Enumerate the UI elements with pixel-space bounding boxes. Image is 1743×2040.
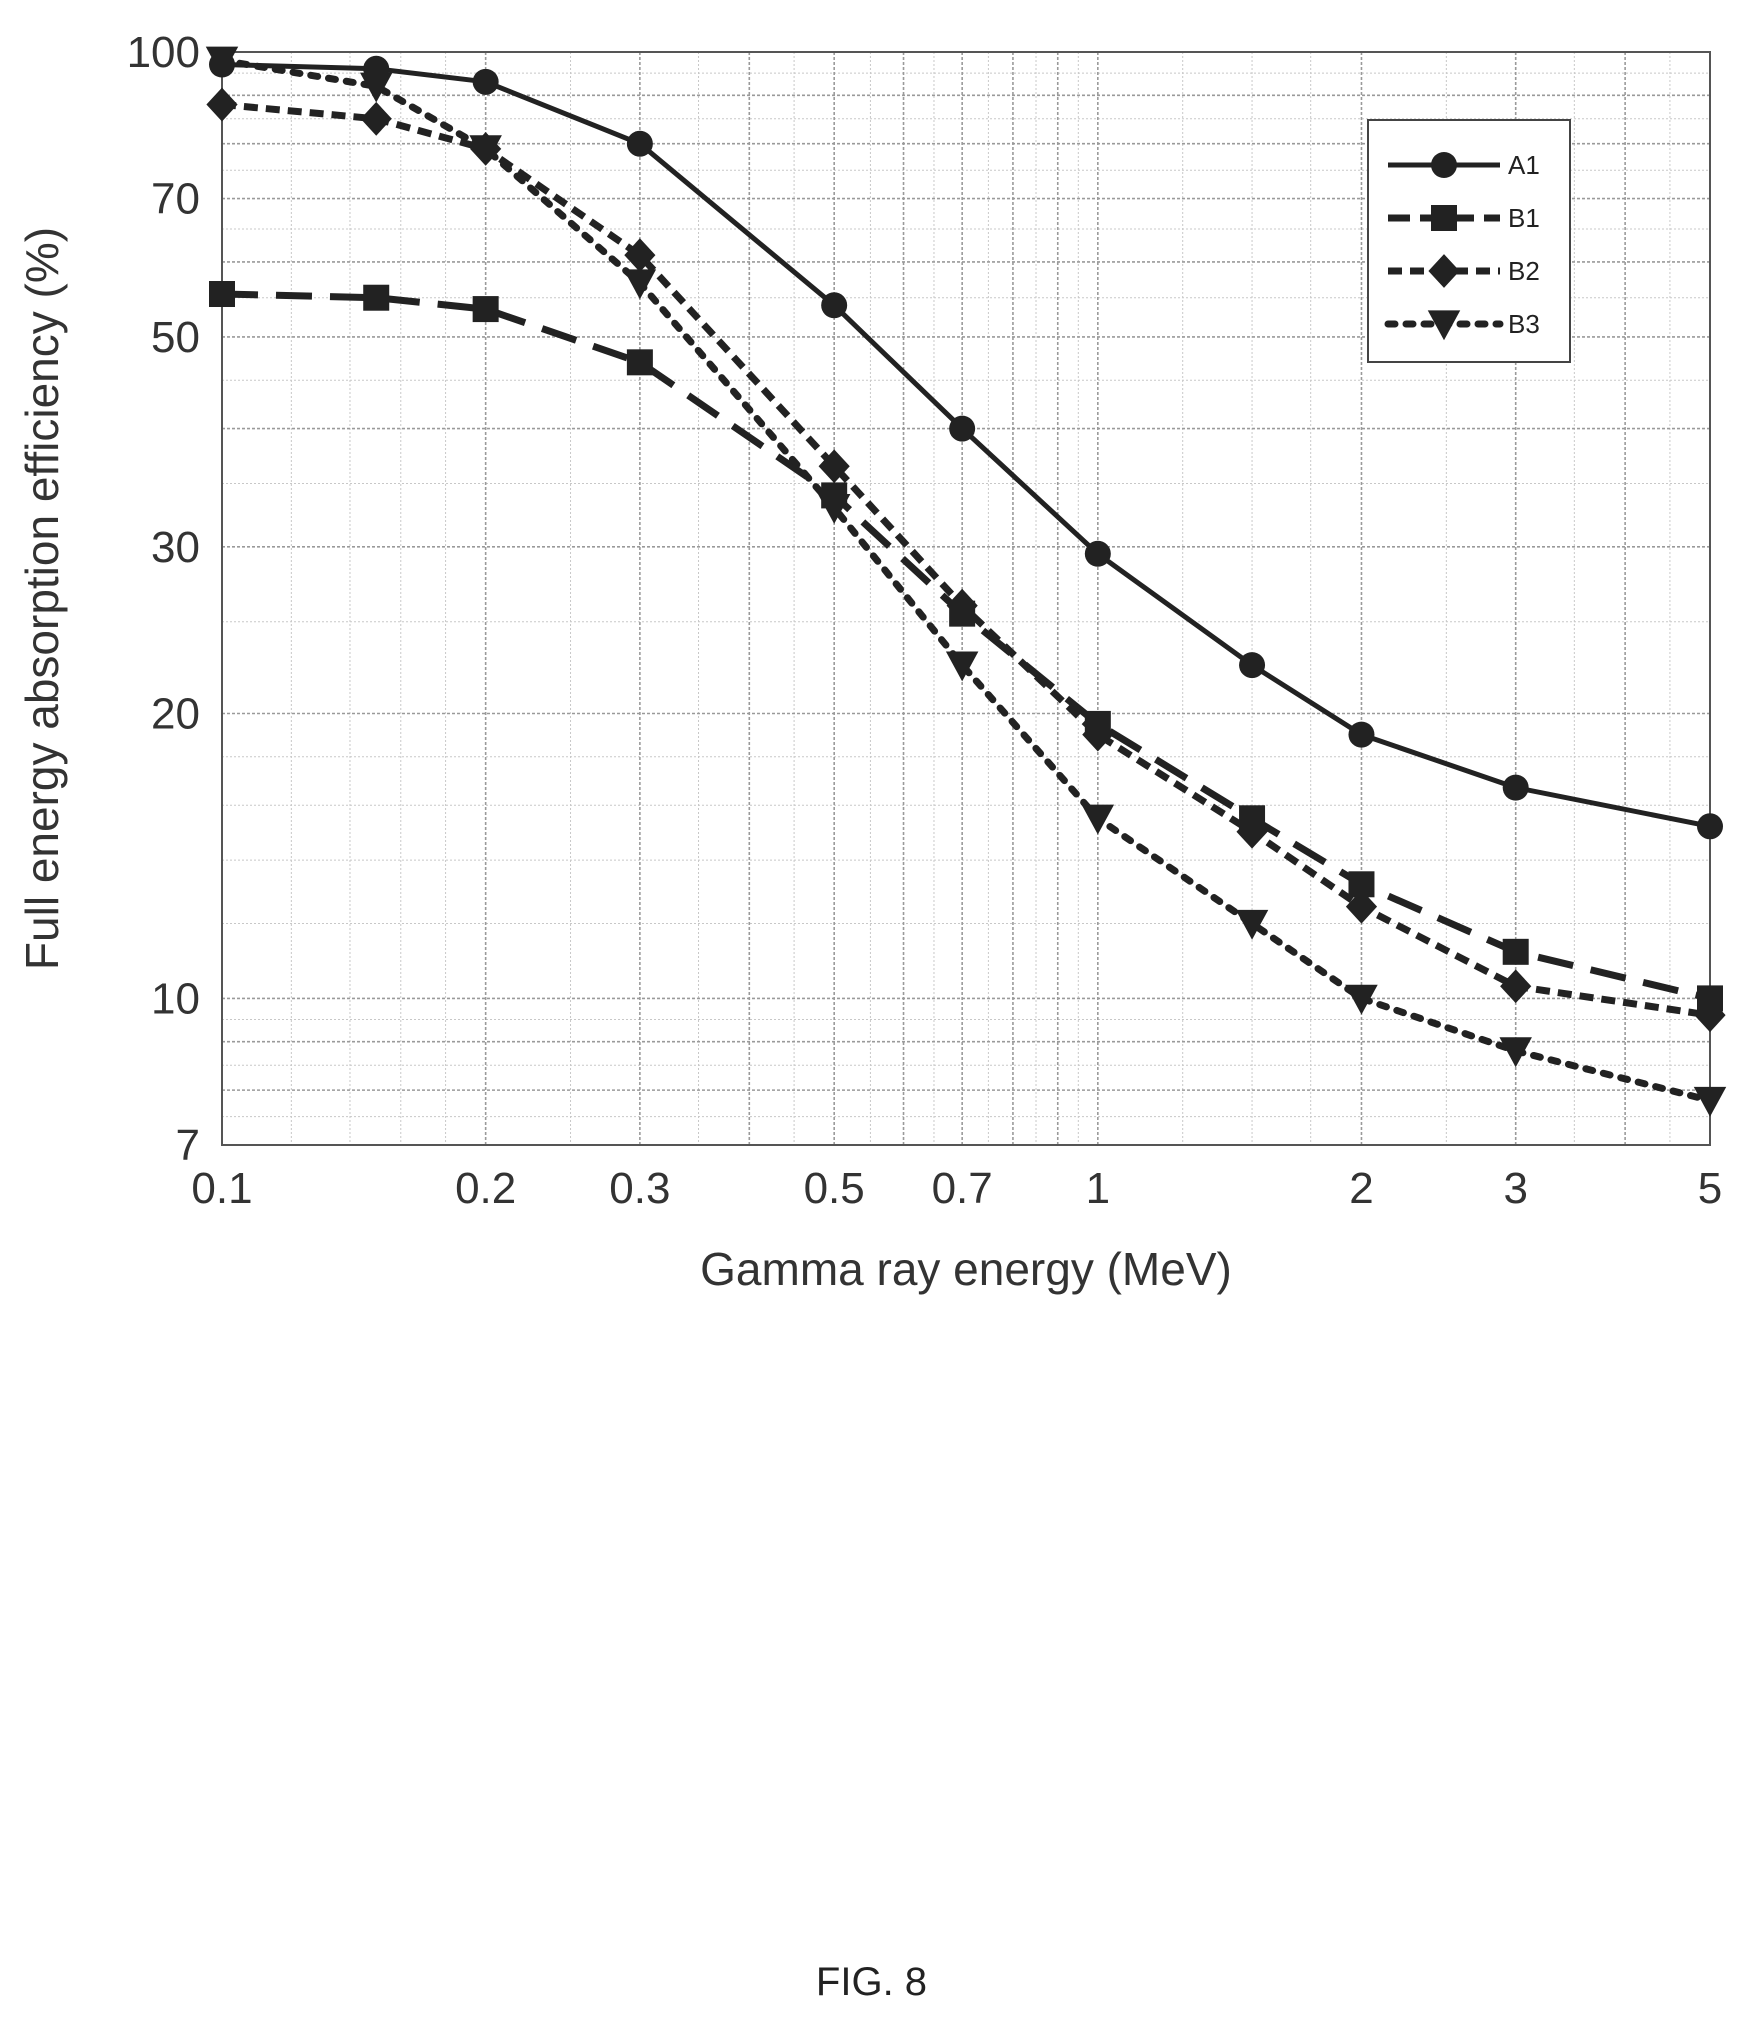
data-point-b1 [363,284,390,311]
x-tick-label: 1 [1086,1164,1110,1213]
x-tick-label: 0.7 [932,1164,993,1213]
x-axis-label: Gamma ray energy (MeV) [700,1243,1232,1295]
data-point-a1 [1348,721,1375,748]
data-point-a1 [1239,652,1266,679]
y-tick-label: 70 [151,175,200,224]
data-point-b2 [818,449,850,484]
data-point-b1 [626,349,653,376]
data-point-b3 [1081,804,1115,835]
data-point-b2 [1345,889,1378,924]
data-point-b2 [206,87,238,122]
data-point-b1 [1502,938,1529,965]
x-tick-label: 2 [1349,1164,1373,1213]
legend-marker-a1 [1431,152,1457,178]
data-point-b3 [945,651,979,682]
data-point-b2 [1694,998,1726,1033]
x-tick-label: 0.3 [609,1164,670,1213]
data-point-b2 [1082,717,1114,752]
legend-label-b1: B1 [1508,203,1540,233]
x-tick-labels: 0.1 0.2 0.3 0.5 0.7 1 2 3 5 [191,1164,1722,1213]
data-point-b3 [1499,1037,1532,1068]
data-point-b3 [469,135,502,166]
data-point-b3 [817,494,851,524]
legend-marker-b2 [1428,254,1460,288]
y-tick-label: 50 [151,313,200,362]
data-point-b3 [1693,1086,1727,1117]
legend: A1 B1 B2 B3 [1367,119,1571,363]
data-point-b2 [946,588,978,623]
data-point-b3 [1345,984,1378,1015]
data-point-a1 [626,130,653,157]
data-point-a1 [1084,540,1111,567]
data-point-b2 [360,101,392,136]
legend-label-a1: A1 [1508,150,1540,180]
data-point-a1 [1697,813,1723,840]
y-tick-label: 7 [176,1121,200,1170]
y-tick-labels: 7 10 20 30 50 70 100 [127,28,200,1170]
data-point-b1 [472,296,499,323]
x-tick-label: 5 [1698,1164,1722,1213]
plot-frame [221,51,1711,1146]
y-tick-label: 30 [151,523,200,572]
data-point-a1 [472,68,499,95]
data-point-b1 [209,281,235,308]
y-tick-label: 10 [151,974,200,1023]
data-point-b2 [624,238,656,273]
chart: 0.1 0.2 0.3 0.5 0.7 1 2 3 5 7 10 20 30 50 70 100 Gamma… [16,28,1727,1295]
data-point-b2 [1236,814,1268,849]
y-axis-label: Full energy absorption efficiency (%) [16,227,68,970]
x-tick-label: 0.1 [191,1164,252,1213]
data-point-a1 [821,292,848,319]
figure-caption: FIG. 8 [815,1960,928,2004]
data-point-b3 [205,46,239,77]
data-point-a1 [949,415,976,442]
legend-label-b2: B2 [1508,256,1540,286]
data-point-b3 [359,72,393,103]
legend-label-b3: B3 [1508,309,1540,339]
y-tick-label: 20 [151,690,200,739]
data-point-b3 [1235,909,1269,940]
legend-marker-b3 [1427,310,1461,341]
data-point-b2 [1500,969,1532,1004]
legend-marker-b1 [1431,205,1457,231]
y-tick-label: 100 [127,28,200,77]
x-tick-label: 0.2 [455,1164,516,1213]
data-point-a1 [1502,774,1529,801]
x-tick-label: 3 [1503,1164,1527,1213]
x-tick-label: 0.5 [804,1164,865,1213]
data-point-b3 [623,269,657,300]
series-markers [205,46,1727,1117]
